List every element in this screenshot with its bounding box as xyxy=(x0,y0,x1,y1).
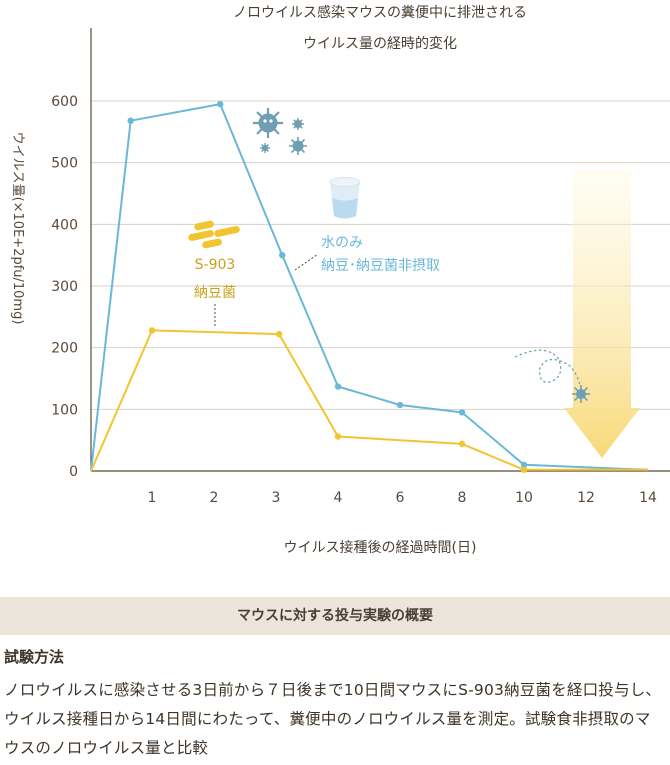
virus-cluster-icon xyxy=(253,108,307,155)
data-point xyxy=(458,409,466,416)
x-tick-label: 4 xyxy=(334,490,343,506)
x-tick-label: 1 xyxy=(148,490,157,506)
x-tick-label: 2 xyxy=(210,490,219,506)
y-tick-label: 600 xyxy=(51,94,78,110)
x-tick-label: 14 xyxy=(639,490,657,506)
series-line-water xyxy=(90,103,649,472)
chart-title-line1: ノロウイルス感染マウスの糞便中に排泄される xyxy=(233,4,527,21)
legend-natto-line1: S-903 xyxy=(195,257,236,273)
x-axis-label: ウイルス接種後の経過時間(日) xyxy=(284,539,477,556)
y-tick-label: 0 xyxy=(69,464,78,480)
data-point xyxy=(217,100,224,108)
natto-bacteria-icon xyxy=(188,220,240,249)
data-point xyxy=(520,461,528,469)
series-lines xyxy=(90,100,649,473)
x-tick-label: 8 xyxy=(458,490,467,506)
series-line-natto xyxy=(90,329,648,472)
data-point xyxy=(279,251,286,259)
y-tick-label: 500 xyxy=(51,156,78,172)
water-glass-icon xyxy=(329,177,361,219)
decrease-arrow-icon xyxy=(564,170,640,458)
chart-title-line2: ウイルス量の経時的変化 xyxy=(303,35,457,52)
y-tick-label: 200 xyxy=(51,341,78,357)
x-tick-labels: 1 2 3 4 6 8 10 12 14 xyxy=(148,490,657,506)
y-tick-label: 100 xyxy=(51,402,78,418)
escaping-virus-icon xyxy=(514,349,590,403)
legend-water-leader xyxy=(294,253,319,271)
data-point xyxy=(334,383,342,390)
data-point xyxy=(334,433,342,440)
data-point xyxy=(458,440,466,448)
method-heading: 試験方法 xyxy=(4,648,65,666)
data-point xyxy=(396,401,404,409)
y-tick-label: 400 xyxy=(51,217,78,233)
y-axis-label: ウイルス量(×10E+2pfu/10mg) xyxy=(10,132,25,325)
method-description: ノロウイルスに感染させる3日前から７日後まで10日間マウスにS-903納豆菌を経… xyxy=(4,681,662,757)
data-point xyxy=(127,117,134,124)
x-tick-label: 3 xyxy=(272,490,281,506)
legend-water-line1: 水のみ xyxy=(321,235,363,251)
x-tick-label: 6 xyxy=(396,490,405,506)
experiment-summary-title: マウスに対する投与実験の概要 xyxy=(0,597,670,635)
x-tick-label: 12 xyxy=(577,490,595,506)
data-point xyxy=(275,330,283,338)
y-tick-labels: 0 100 200 300 400 500 600 xyxy=(51,94,78,480)
data-point xyxy=(520,466,528,473)
data-point xyxy=(148,327,156,334)
y-tick-label: 300 xyxy=(51,279,78,295)
legend-natto-line2: 納豆菌 xyxy=(194,285,236,301)
x-tick-label: 10 xyxy=(515,490,533,506)
legend-water-line2: 納豆･納豆菌非摂取 xyxy=(321,258,440,274)
viral-load-chart: ノロウイルス感染マウスの糞便中に排泄される ウイルス量の経時的変化 ウイルス量(… xyxy=(10,4,670,556)
